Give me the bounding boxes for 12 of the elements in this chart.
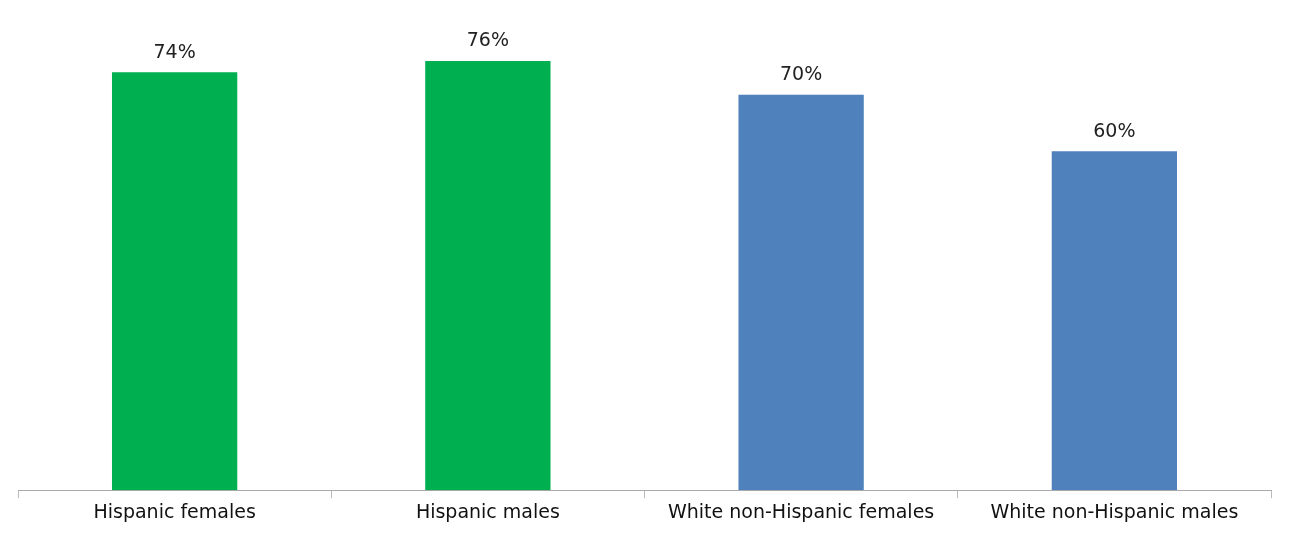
x-tick-label: Hispanic females [93,499,256,522]
data-label: 74% [153,39,196,62]
data-label: 70% [780,62,823,85]
data-label: 60% [1093,118,1136,141]
x-tick-label: Hispanic males [415,499,560,522]
bar [1051,151,1178,491]
bar [111,72,238,491]
bar [425,60,551,491]
x-tick-label: White non-Hispanic males [990,499,1239,522]
x-tick-label: White non-Hispanic females [668,499,935,522]
bar [738,94,864,491]
data-label: 76% [466,28,509,51]
